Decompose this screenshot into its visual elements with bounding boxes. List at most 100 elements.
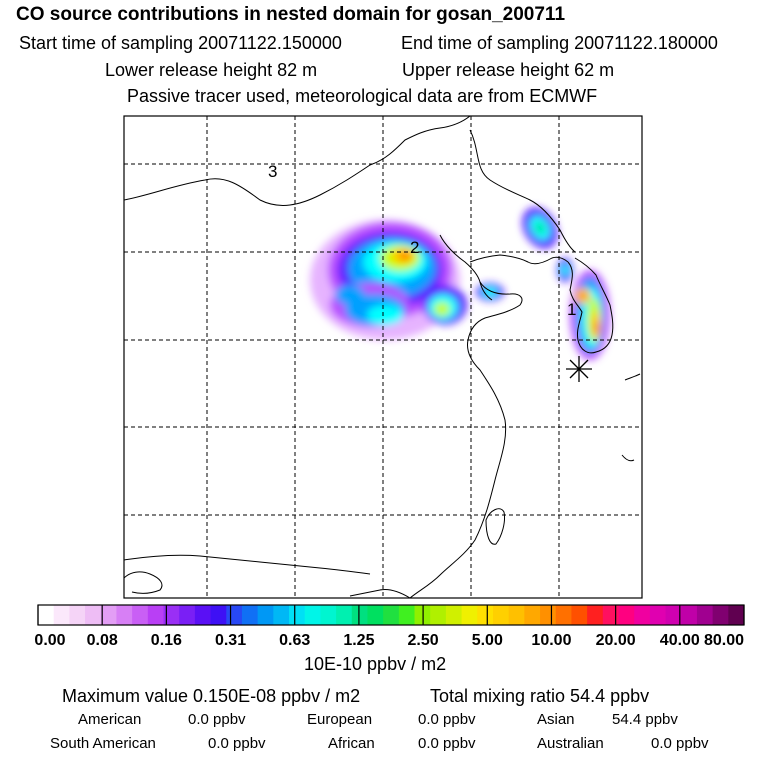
colorbar-cell [147, 605, 165, 625]
colorbar-cell [53, 605, 70, 625]
japan-islands-south [621, 454, 635, 462]
colorbar-tick-label: 40.00 [659, 632, 700, 649]
lower-release-text: Lower release height 82 m [105, 60, 318, 80]
plume-blob [535, 222, 545, 234]
plume-blob [367, 305, 403, 325]
colorbar-cell [194, 605, 212, 625]
colorbar-cell [524, 605, 541, 625]
colorbar-cell [540, 605, 557, 625]
korea-peninsula [567, 257, 614, 354]
plume-blob [399, 251, 411, 261]
european-label: European [307, 711, 373, 728]
australian-value: 0.0 ppbv [651, 735, 709, 752]
african-value: 0.0 ppbv [418, 735, 476, 752]
lat-lon-grid [124, 116, 642, 598]
plot-title: CO source contributions in nested domain… [16, 4, 566, 25]
colorbar-cell [367, 605, 384, 625]
source-label-1: 1 [567, 300, 577, 319]
tracer-note-text: Passive tracer used, meteorological data… [127, 86, 598, 106]
colorbar-cell [383, 605, 400, 625]
china-northeast-boundary [469, 129, 576, 253]
concentration-plumes [310, 207, 610, 360]
colorbar-tick-label: 0.00 [34, 632, 66, 649]
colorbar-tick-label: 1.25 [343, 632, 375, 649]
colorbar-cell [304, 605, 321, 625]
colorbar-cell [226, 605, 243, 625]
asian-value: 54.4 ppbv [612, 711, 678, 728]
colorbar-cell [712, 605, 729, 625]
colorbar-tick-label: 10.00 [531, 632, 572, 649]
colorbar-tick-label: 0.08 [86, 632, 118, 649]
source-label-2: 2 [410, 238, 420, 257]
end-time-text: End time of sampling 20071122.180000 [401, 33, 718, 53]
colorbar-cell [85, 605, 102, 625]
china-north-boundary [124, 116, 471, 206]
colorbar-cell [571, 605, 588, 625]
colorbar [37, 604, 745, 626]
colorbar-cell [618, 605, 635, 625]
hainan-island [124, 571, 163, 594]
colorbar-cell [163, 605, 180, 625]
source-label-3: 3 [268, 162, 278, 181]
south-american-value: 0.0 ppbv [208, 735, 266, 752]
plume-blob [434, 302, 450, 316]
colorbar-cell [477, 605, 494, 625]
plume-blob [579, 292, 587, 300]
colorbar-tick-label: 0.16 [150, 632, 182, 649]
liaodong-coast [469, 254, 569, 265]
colorbar-tick-label: 2.50 [407, 632, 439, 649]
colorbar-cell [665, 605, 682, 625]
southeast-china-coast [349, 589, 411, 598]
colorbar-cell [634, 605, 651, 625]
japan-west-coast [624, 373, 641, 381]
map-frame [123, 115, 643, 599]
colorbar-unit: 10E-10 ppbv / m2 [304, 654, 447, 674]
colorbar-cell [320, 605, 337, 625]
plume-blob [561, 264, 569, 276]
african-label: African [328, 735, 375, 752]
colorbar-cell [508, 605, 525, 625]
colorbar-cell [210, 605, 227, 625]
american-label: American [78, 711, 142, 728]
colorbar-cell [38, 605, 55, 625]
american-value: 0.0 ppbv [188, 711, 246, 728]
colorbar-cell [445, 605, 463, 625]
taiwan-island [485, 508, 505, 545]
colorbar-tick-label: 0.31 [214, 632, 247, 649]
south-american-label: South American [50, 735, 156, 752]
colorbar-cell [461, 605, 478, 625]
colorbar-cell [273, 605, 290, 625]
colorbar-cell [555, 605, 572, 625]
start-time-text: Start time of sampling 20071122.150000 [19, 33, 342, 53]
colorbar-cell [696, 605, 714, 625]
colorbar-cell [336, 605, 353, 625]
inland-boundary [124, 554, 371, 575]
colorbar-cell [602, 605, 619, 625]
colorbar-cell [257, 605, 274, 625]
colorbar-cell [587, 605, 604, 625]
colorbar-cell [492, 605, 510, 625]
colorbar-cell [132, 605, 149, 625]
receptor-star-icon [566, 356, 592, 382]
colorbar-tick-label: 0.63 [279, 632, 311, 649]
colorbar-cell [649, 605, 667, 625]
australian-label: Australian [537, 735, 604, 752]
colorbar-cell [100, 605, 117, 625]
colorbar-cell [681, 605, 698, 625]
upper-release-text: Upper release height 62 m [402, 60, 615, 80]
colorbar-tick-label: 20.00 [595, 632, 636, 649]
colorbar-cell [398, 605, 416, 625]
colorbar-cell [179, 605, 196, 625]
colorbar-cell [116, 605, 133, 625]
european-value: 0.0 ppbv [418, 711, 476, 728]
plume-blob [335, 285, 365, 305]
shandong-coast [479, 281, 493, 301]
colorbar-cell [241, 605, 259, 625]
colorbar-cell [69, 605, 86, 625]
total-mixing-text: Total mixing ratio 54.4 ppbv [430, 686, 650, 706]
colorbar-tick-label: 80.00 [703, 632, 745, 649]
asian-label: Asian [537, 711, 575, 728]
plume-blob [594, 321, 600, 335]
colorbar-tick-label: 5.00 [471, 632, 503, 649]
